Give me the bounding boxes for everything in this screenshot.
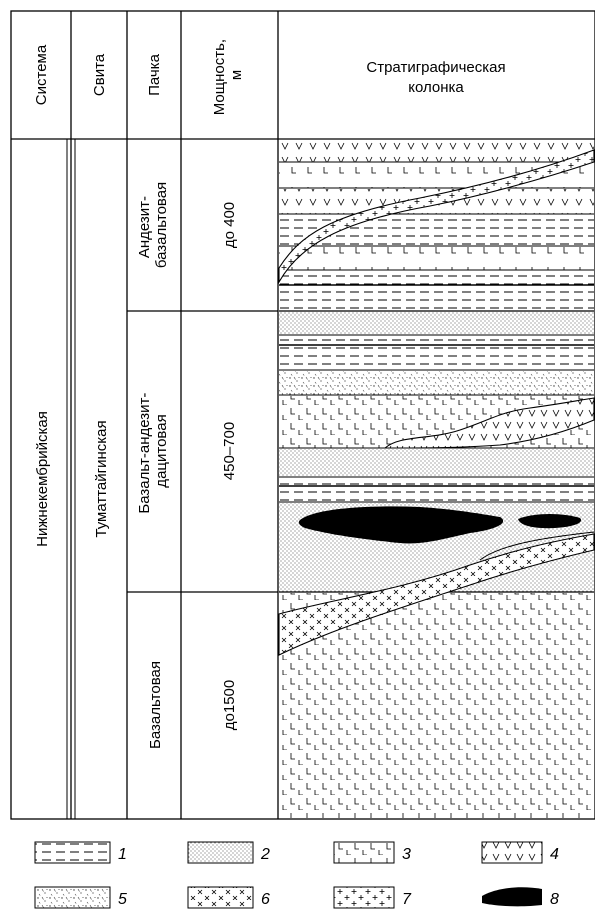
legend-item-6: 6 <box>187 886 270 909</box>
cross-intrusion-fill <box>279 534 594 655</box>
legend-item-5: 5 <box>34 886 127 909</box>
cross-intrusion-apophysis <box>479 531 595 561</box>
legend-num-6: 6 <box>261 891 270 908</box>
header-column-line-2: колонка <box>408 79 464 96</box>
member-basalt: Базальтовая <box>147 661 164 749</box>
header-member: Пачка <box>146 53 163 96</box>
layer-sandstone-1 <box>279 312 594 335</box>
thickness-basalt: до1500 <box>221 680 238 730</box>
thickness-andesite-basalt: до 400 <box>221 202 238 248</box>
legend-item-3: 3 <box>333 841 411 864</box>
header-suite: Свита <box>91 53 108 96</box>
suite-name: Туматтайгинская <box>93 420 110 537</box>
member-andesite-basalt-line2: базальтовая <box>153 182 170 268</box>
andesite-lens-fill <box>385 398 594 448</box>
layer-shale-3 <box>279 478 594 502</box>
layer-shale-2 <box>279 336 594 370</box>
legend-num-4: 4 <box>550 846 559 863</box>
member-basalt-andesite-dacite: Базальт-андезит- дацитовая <box>136 388 170 513</box>
header-thickness: Мощность, м <box>211 35 245 116</box>
plus-marks-icon <box>333 886 395 909</box>
dotted-sandstone-icon <box>187 841 254 864</box>
stratigraphic-column <box>278 140 595 818</box>
member-basalt-andesite-dacite-line2: дацитовая <box>153 414 170 487</box>
member-andesite-basalt: Андезит- базальтовая <box>136 182 170 268</box>
legend: 1 2 3 4 5 6 7 8 <box>34 841 559 909</box>
system-name: Нижнекембрийская <box>34 411 51 547</box>
andesite-v-icon <box>481 841 543 864</box>
cross-marks-icon <box>187 886 254 909</box>
dashed-lines-icon <box>34 841 111 864</box>
legend-num-2: 2 <box>260 846 270 863</box>
ore-lens-large <box>298 506 504 544</box>
table-frame <box>10 10 595 820</box>
member-basalt-andesite-dacite-line1: Базальт-андезит- <box>136 393 153 514</box>
legend-item-1: 1 <box>34 841 127 864</box>
basalt-ticks-icon <box>333 841 395 864</box>
plus-intrusion-fill <box>279 150 594 282</box>
tuff-dots-icon <box>34 886 111 909</box>
header-column: Стратиграфическая колонка <box>366 59 505 96</box>
header-thickness-unit: м <box>228 70 245 80</box>
thickness-basalt-andesite-dacite: 450–700 <box>221 422 238 480</box>
legend-num-1: 1 <box>118 846 127 863</box>
legend-item-4: 4 <box>481 841 559 864</box>
layer-tuff <box>279 371 594 395</box>
legend-num-3: 3 <box>402 846 411 863</box>
legend-num-8: 8 <box>550 891 559 908</box>
legend-item-8: 8 <box>482 887 559 908</box>
layer-basalt-lower <box>279 247 594 270</box>
header-thickness-text: Мощность, <box>211 39 228 115</box>
layer-sandstone-2 <box>279 449 594 477</box>
ore-lens-small <box>518 514 582 529</box>
member-andesite-basalt-line1: Андезит- <box>136 196 153 258</box>
legend-item-7: 7 <box>333 886 412 909</box>
legend-item-2: 2 <box>187 841 270 864</box>
layer-shale-lower <box>279 271 594 311</box>
layer-andesite-top <box>279 140 594 162</box>
header-system: Система <box>33 44 50 105</box>
legend-num-5: 5 <box>118 891 127 908</box>
legend-num-7: 7 <box>402 891 412 908</box>
black-lens-icon <box>482 887 542 907</box>
header-column-line-1: Стратиграфическая <box>366 59 505 76</box>
